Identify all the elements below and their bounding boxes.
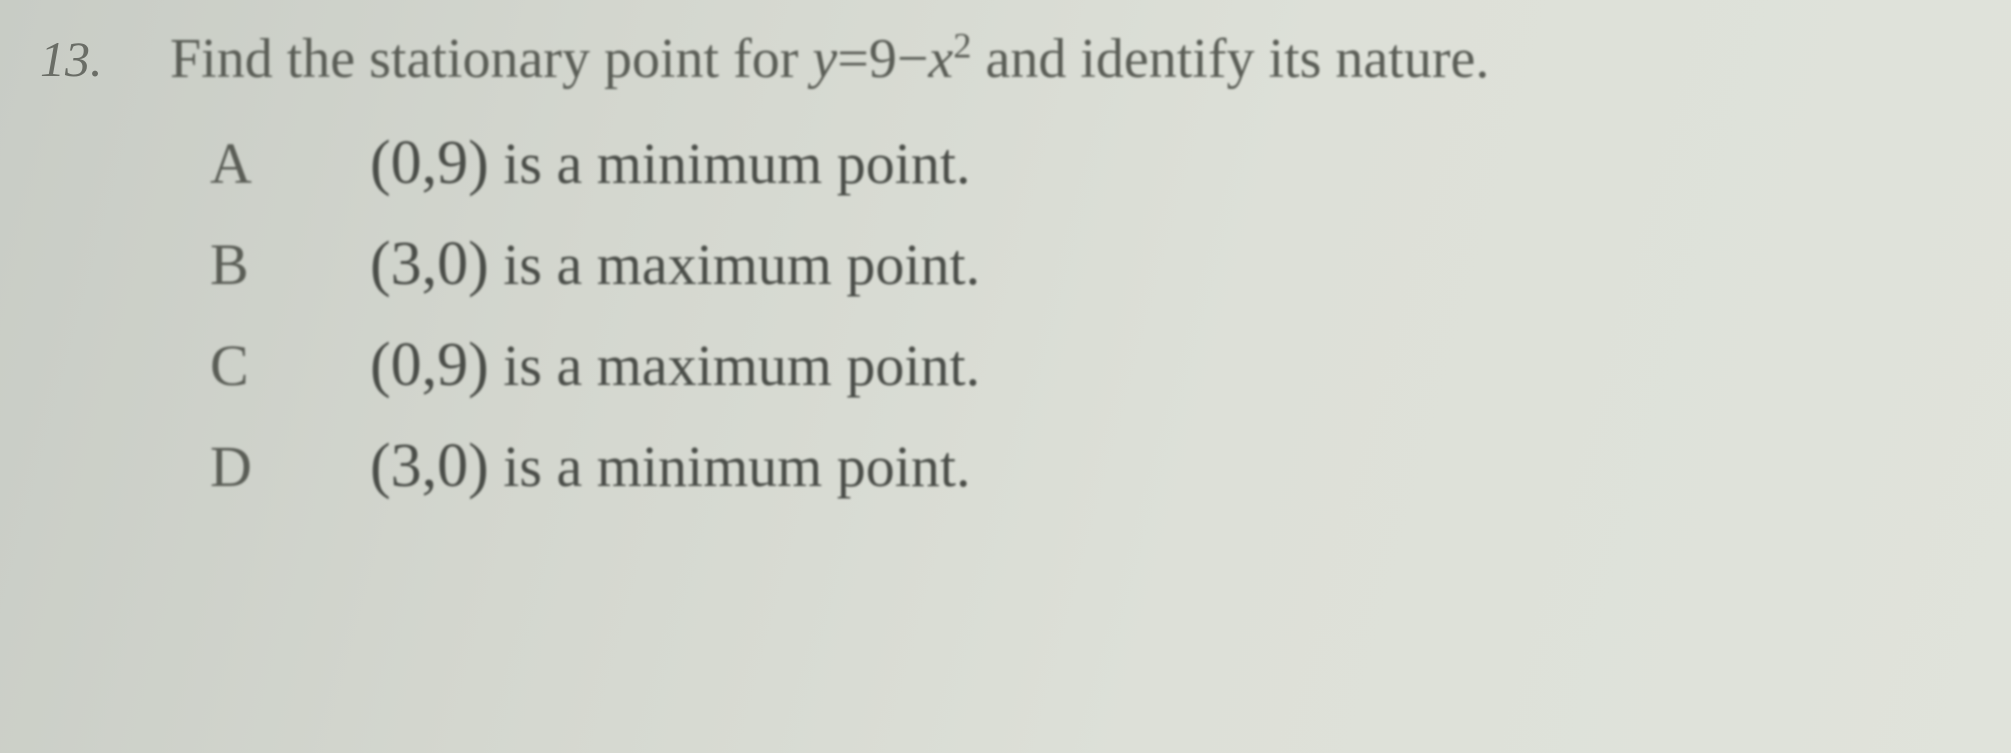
option-b: B (3,0) is a maximum point. (210, 229, 1971, 300)
options-list: A (0,9) is a minimum point. B (3,0) is a… (170, 128, 1971, 502)
question-content: Find the stationary point for y=9−x2 and… (170, 20, 1971, 532)
option-a: A (0,9) is a minimum point. (210, 128, 1971, 199)
option-coord-d: (3,0) (370, 432, 489, 500)
equation-rhs: 9− (869, 28, 929, 90)
question-container: 13. Find the stationary point for y=9−x2… (40, 20, 1971, 532)
option-letter-c: C (210, 332, 270, 399)
option-c: C (0,9) is a maximum point. (210, 330, 1971, 401)
option-letter-d: D (210, 433, 270, 500)
option-desc-b: is a maximum point. (489, 232, 980, 297)
option-desc-a: is a minimum point. (489, 131, 971, 196)
option-d: D (3,0) is a minimum point. (210, 431, 1971, 502)
option-text-a: (0,9) is a minimum point. (370, 128, 971, 199)
option-coord-b: (3,0) (370, 230, 489, 298)
option-text-b: (3,0) is a maximum point. (370, 229, 980, 300)
option-letter-a: A (210, 130, 270, 197)
question-text-part1: Find the stationary point for (170, 28, 812, 90)
question-text: Find the stationary point for y=9−x2 and… (170, 20, 1971, 98)
equation-var-y: y (812, 28, 837, 90)
option-text-c: (0,9) is a maximum point. (370, 330, 980, 401)
option-letter-b: B (210, 231, 270, 298)
equation-var-x: x (928, 28, 953, 90)
question-text-part2: and identify its nature. (971, 28, 1489, 90)
option-coord-a: (0,9) (370, 129, 489, 197)
option-desc-c: is a maximum point. (489, 333, 980, 398)
question-number: 13. (40, 20, 120, 532)
option-desc-d: is a minimum point. (489, 434, 971, 499)
option-coord-c: (0,9) (370, 331, 489, 399)
option-text-d: (3,0) is a minimum point. (370, 431, 971, 502)
equation-exponent: 2 (953, 25, 971, 65)
equation-equals: = (837, 28, 869, 90)
